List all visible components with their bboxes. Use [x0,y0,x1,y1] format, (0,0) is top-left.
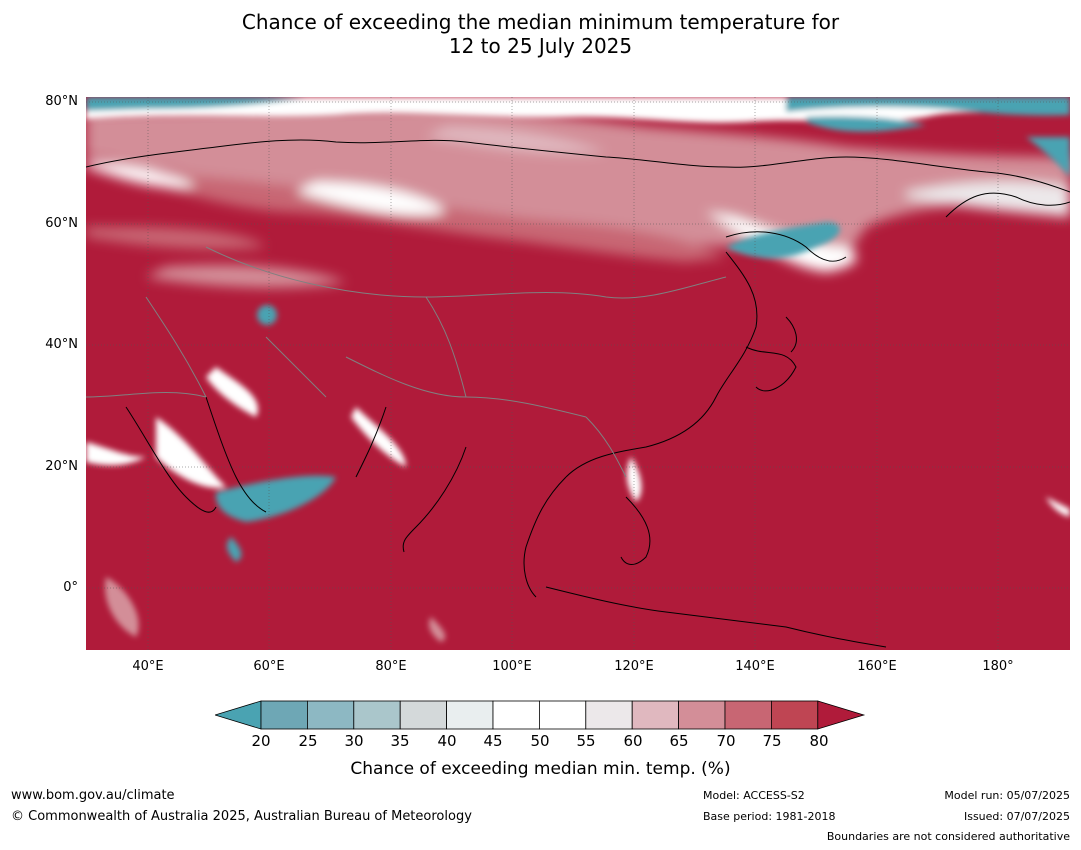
colorbar-tick-60: 60 [623,732,643,750]
boundaries-disclaimer: Boundaries are not considered authoritat… [826,830,1070,843]
colorbar-segment [353,700,401,730]
colorbar-tick-35: 35 [390,732,410,750]
colorbar-tick-75: 75 [762,732,782,750]
colorbar-tick-50: 50 [530,732,550,750]
latitude-label-40n: 40°N [45,337,78,352]
probability-map [86,97,1070,650]
arctic-low-chance-areas [86,97,1070,259]
longitude-label-140e: 140°E [735,659,775,674]
colorbar-segment [678,700,726,730]
colorbar-segment [771,700,819,730]
colorbar-tick-30: 30 [344,732,364,750]
colorbar-tick-55: 55 [576,732,596,750]
longitude-label-80e: 80°E [375,659,407,674]
northern-probability-band [86,107,1070,288]
colorbar-tick-45: 45 [483,732,503,750]
colorbar-segment [724,700,772,730]
longitude-label-40e: 40°E [132,659,164,674]
colorbar-segment [399,700,447,730]
colorbar-tick-65: 65 [669,732,689,750]
colorbar-tick-40: 40 [437,732,457,750]
latitude-label-0: 0° [63,580,78,595]
latitude-label-80n: 80°N [45,94,78,109]
colorbar-tick-20: 20 [251,732,271,750]
colorbar-segment [446,700,494,730]
colorbar [215,700,866,730]
longitude-label-160e: 160°E [857,659,897,674]
colorbar-segment [631,700,680,730]
colorbar-tick-80: 80 [809,732,829,750]
colorbar-segment [538,700,587,730]
colorbar-tick-70: 70 [716,732,736,750]
colorbar-extend-high [817,700,866,730]
issued-text: Issued: 07/07/2025 [963,810,1070,823]
colorbar-tick-25: 25 [298,732,318,750]
longitude-label-120e: 120°E [614,659,654,674]
model-run-text: Model run: 05/07/2025 [944,789,1070,802]
colorbar-title: Chance of exceeding median min. temp. (%… [350,759,731,779]
base-period-text: Base period: 1981-2018 [703,810,836,823]
chart-title-line-2: 12 to 25 July 2025 [448,34,633,58]
latitude-label-60n: 60°N [45,216,78,231]
copyright-text: © Commonwealth of Australia 2025, Austra… [11,809,472,824]
longitude-label-60e: 60°E [253,659,285,674]
model-text: Model: ACCESS-S2 [703,789,805,802]
colorbar-segment [260,700,308,730]
chart-title-line-1: Chance of exceeding the median minimum t… [241,10,840,34]
map-canvas [86,97,1070,650]
coastlines [86,139,1070,648]
website-link[interactable]: www.bom.gov.au/climate [11,788,175,803]
country-borders [86,246,727,478]
colorbar-segment [492,700,540,730]
longitude-label-100e: 100°E [492,659,532,674]
colorbar-extend-low [215,700,262,730]
longitude-label-180: 180° [982,659,1014,674]
south-asia-mixed-areas [86,305,1070,642]
latitude-label-20n: 20°N [45,459,78,474]
colorbar-segment [307,700,355,730]
colorbar-segment [585,700,633,730]
